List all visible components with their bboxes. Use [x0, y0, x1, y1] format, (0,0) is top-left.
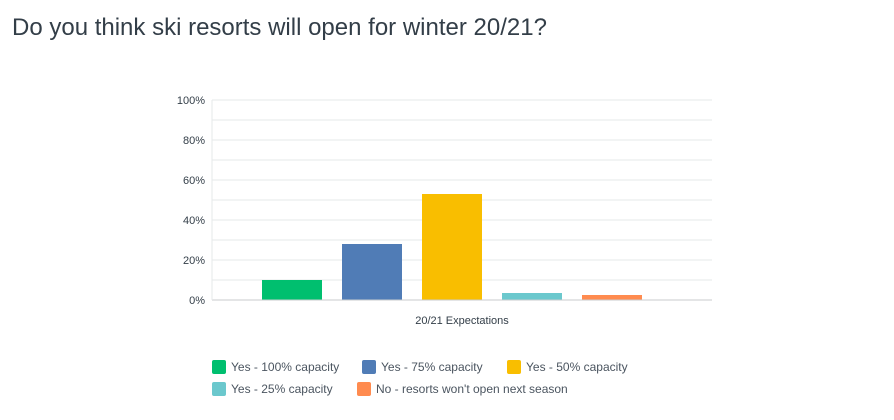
legend-item-75: Yes - 75% capacity — [362, 360, 507, 374]
legend-label: Yes - 75% capacity — [381, 360, 483, 374]
y-tick-label: 60% — [183, 175, 205, 187]
chart-title: Do you think ski resorts will open for w… — [12, 14, 547, 41]
legend-swatch — [507, 360, 521, 374]
legend-item-50: Yes - 50% capacity — [507, 360, 628, 374]
legend-row-1: Yes - 100% capacity Yes - 75% capacity Y… — [212, 356, 712, 378]
y-tick-label: 20% — [183, 255, 205, 267]
legend-row-2: Yes - 25% capacity No - resorts won't op… — [212, 378, 712, 400]
legend-swatch — [212, 382, 226, 396]
legend-swatch — [357, 382, 371, 396]
y-axis-ticks: 0% 20% 40% 60% 80% 100% — [177, 95, 205, 307]
bar — [422, 194, 482, 300]
y-tick-label: 0% — [189, 295, 205, 307]
legend-item-25: Yes - 25% capacity — [212, 382, 357, 396]
legend-item-no: No - resorts won't open next season — [357, 382, 568, 396]
legend-item-100: Yes - 100% capacity — [212, 360, 362, 374]
bars — [262, 194, 642, 300]
y-tick-label: 100% — [177, 95, 205, 107]
legend-swatch — [362, 360, 376, 374]
legend-label: Yes - 100% capacity — [231, 360, 340, 374]
legend-label: Yes - 25% capacity — [231, 382, 333, 396]
y-tick-label: 80% — [183, 135, 205, 147]
legend-label: Yes - 50% capacity — [526, 360, 628, 374]
bar — [262, 280, 322, 300]
legend-swatch — [212, 360, 226, 374]
chart-legend: Yes - 100% capacity Yes - 75% capacity Y… — [212, 356, 712, 400]
bar — [502, 293, 562, 300]
legend-label: No - resorts won't open next season — [376, 382, 568, 396]
x-category-label: 20/21 Expectations — [415, 315, 509, 327]
bar — [582, 295, 642, 300]
y-tick-label: 40% — [183, 215, 205, 227]
bar — [342, 244, 402, 300]
